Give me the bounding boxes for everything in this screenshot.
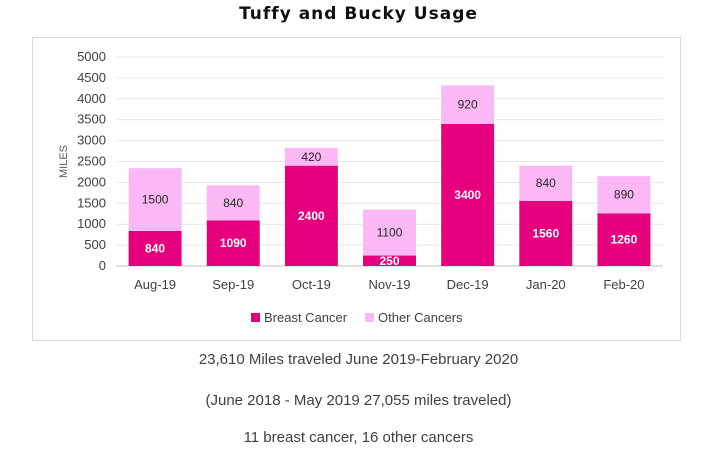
x-tick-label: Jan-20 [526, 277, 566, 292]
bar-breast-cancer-sep-19 [206, 220, 260, 266]
data-label: 1090 [220, 236, 247, 250]
data-label: 3400 [454, 188, 481, 202]
data-label: 890 [614, 188, 634, 202]
bar-breast-cancer-jan-20 [519, 200, 573, 266]
y-tick-label: 1500 [77, 195, 106, 210]
legend-label-other-cancers: Other Cancers [378, 310, 463, 325]
bar-other-cancers-sep-19 [206, 185, 260, 221]
legend-swatch-breast-cancer [251, 313, 260, 322]
data-label: 840 [536, 176, 556, 190]
bar-other-cancers-feb-20 [597, 176, 651, 214]
data-label: 840 [223, 196, 243, 210]
data-label: 1100 [377, 226, 403, 240]
y-tick-label: 4500 [77, 70, 106, 85]
y-tick-label: 4000 [77, 91, 106, 106]
data-label: 420 [301, 150, 321, 164]
x-tick-label: Oct-19 [292, 277, 331, 292]
data-label: 840 [145, 241, 165, 255]
bar-other-cancers-oct-19 [284, 148, 338, 166]
y-axis-label: MILES [58, 145, 70, 178]
bar-other-cancers-jan-20 [519, 165, 573, 201]
bar-other-cancers-dec-19 [441, 85, 495, 124]
bar-other-cancers-aug-19 [128, 168, 182, 231]
note-total-miles: 23,610 Miles traveled June 2019-February… [198, 351, 519, 368]
bar-other-cancers-nov-19 [363, 209, 416, 256]
legend-label-breast-cancer: Breast Cancer [264, 310, 348, 325]
y-tick-label: 3500 [77, 112, 106, 127]
bar-breast-cancer-feb-20 [597, 213, 651, 266]
bar-breast-cancer-dec-19 [441, 123, 495, 266]
y-tick-label: 500 [84, 237, 106, 252]
y-tick-label: 2500 [77, 154, 106, 169]
bar-breast-cancer-oct-19 [284, 165, 338, 266]
x-tick-label: Feb-20 [603, 277, 644, 292]
y-tick-label: 0 [99, 258, 106, 273]
note-previous-year: (June 2018 - May 2019 27,055 miles trave… [205, 392, 512, 409]
y-tick-label: 5000 [77, 49, 106, 64]
data-label: 250 [379, 254, 399, 268]
data-label: 1260 [611, 233, 638, 247]
y-tick-label: 2000 [77, 174, 106, 189]
data-label: 1560 [532, 226, 559, 240]
data-label: 1500 [142, 193, 169, 207]
bar-breast-cancer-nov-19 [363, 255, 416, 266]
bar-breast-cancer-aug-19 [128, 230, 182, 266]
legend-swatch-other-cancers [365, 313, 374, 322]
x-tick-label: Nov-19 [369, 277, 411, 292]
x-tick-label: Dec-19 [447, 277, 489, 292]
data-label: 2400 [298, 209, 325, 223]
y-tick-label: 3000 [77, 133, 106, 148]
note-patient-counts: 11 breast cancer, 16 other cancers [243, 429, 474, 446]
y-tick-label: 1000 [77, 216, 106, 231]
x-tick-label: Aug-19 [134, 277, 176, 292]
x-tick-label: Sep-19 [212, 277, 254, 292]
data-label: 920 [458, 98, 478, 112]
chart-title: Tuffy and Bucky Usage [239, 4, 478, 24]
